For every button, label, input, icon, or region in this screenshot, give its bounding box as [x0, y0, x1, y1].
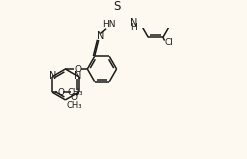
Text: Cl: Cl	[164, 38, 173, 48]
Text: O: O	[74, 65, 81, 73]
Text: CH₃: CH₃	[67, 88, 82, 97]
Text: CH₃: CH₃	[66, 101, 82, 110]
Text: N: N	[97, 31, 104, 41]
Text: N: N	[74, 71, 82, 81]
Text: O: O	[70, 93, 77, 102]
Text: S: S	[114, 0, 121, 13]
Text: HN: HN	[102, 20, 115, 29]
Text: N: N	[49, 71, 57, 81]
Text: H: H	[130, 23, 137, 32]
Text: N: N	[130, 18, 137, 28]
Text: O: O	[58, 88, 64, 97]
